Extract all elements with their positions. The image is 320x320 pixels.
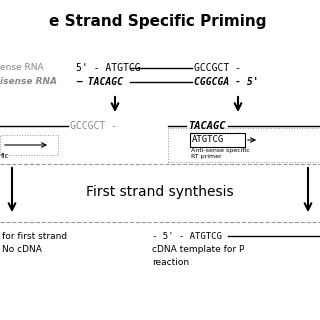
Text: cDNA template for P: cDNA template for P <box>152 245 244 254</box>
Text: - 5' - ATGTCG: - 5' - ATGTCG <box>152 232 222 241</box>
Text: RT primer: RT primer <box>191 154 222 159</box>
Text: ense RNA: ense RNA <box>0 63 44 73</box>
Text: TACAGC: TACAGC <box>188 121 226 131</box>
Text: Anti-sense specific: Anti-sense specific <box>191 148 250 153</box>
Text: CGGCGA - 5': CGGCGA - 5' <box>194 77 259 87</box>
Text: GCCGCT -: GCCGCT - <box>194 63 241 73</box>
Text: isense RNA: isense RNA <box>0 77 57 86</box>
Text: fic: fic <box>1 153 9 159</box>
Text: First strand synthesis: First strand synthesis <box>86 185 234 199</box>
Text: reaction: reaction <box>152 258 189 267</box>
Text: 5' - ATGTCG: 5' - ATGTCG <box>76 63 140 73</box>
Text: No cDNA: No cDNA <box>2 245 42 254</box>
Text: e Strand Specific Priming: e Strand Specific Priming <box>49 14 267 29</box>
Text: GCCGCT -: GCCGCT - <box>70 121 117 131</box>
Text: ATGTCG: ATGTCG <box>192 135 224 145</box>
Text: — TACAGC: — TACAGC <box>76 77 123 87</box>
Text: for first strand: for first strand <box>2 232 67 241</box>
